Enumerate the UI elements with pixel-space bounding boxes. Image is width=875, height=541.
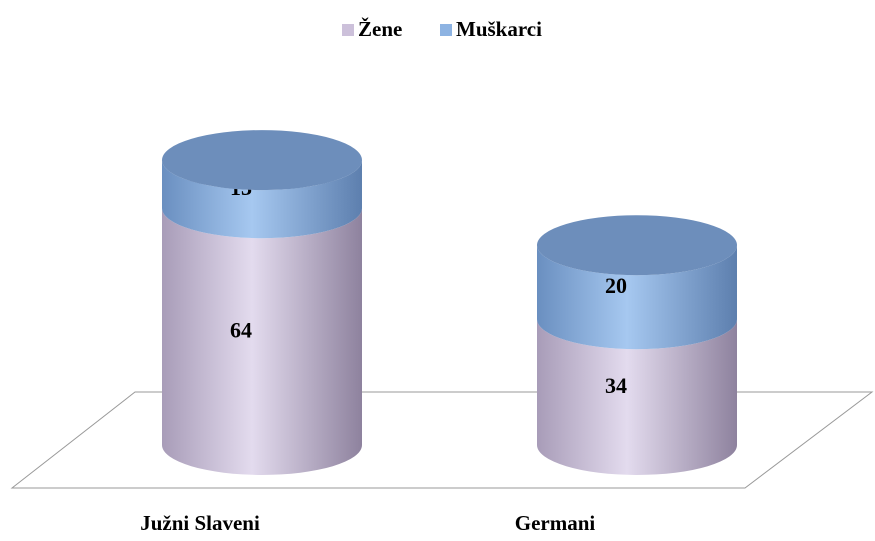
legend: Žene Muškarci: [342, 17, 542, 41]
legend-swatch: [440, 24, 452, 36]
value-label: 64: [230, 318, 252, 343]
category-label: Germani: [515, 511, 596, 535]
cylinder-segment: [537, 319, 737, 475]
cylinder-segment: [162, 208, 362, 475]
category-label: Južni Slaveni: [140, 511, 260, 535]
cylinder-top: [537, 215, 737, 276]
cylinder-segment: [162, 160, 362, 239]
cylinder-segment: [537, 245, 737, 350]
legend-swatch: [342, 24, 354, 36]
value-label: 34: [605, 373, 627, 398]
floor: [10, 391, 874, 489]
legend-label: Žene: [358, 17, 402, 41]
legend-label: Muškarci: [456, 17, 542, 41]
value-label: 20: [605, 273, 627, 298]
cylinder-top: [162, 130, 362, 191]
